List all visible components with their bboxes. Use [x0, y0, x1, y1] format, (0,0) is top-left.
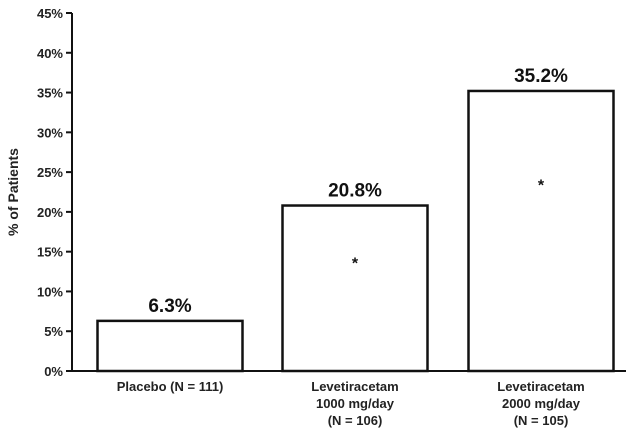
y-tick-label: 30% [37, 125, 63, 140]
bar [467, 89, 615, 373]
bar [281, 204, 429, 373]
data-label: 35.2% [514, 66, 568, 87]
y-tick-label: 5% [44, 324, 63, 339]
x-tick-label: Levetiracetam [497, 379, 584, 394]
data-label: 6.3% [148, 296, 191, 317]
data-labels: 6.3% 20.8% * 35.2% * [148, 66, 568, 317]
y-tick-label: 20% [37, 205, 63, 220]
significance-marker: * [352, 255, 359, 272]
x-tick-label: 1000 mg/day [316, 396, 395, 411]
y-tick-label: 15% [37, 245, 63, 260]
y-axis-ticks: 0% 5% 10% 15% 20% 25% 30% 35% 40% 45% [37, 6, 72, 379]
y-tick-label: 35% [37, 86, 63, 101]
y-tick-label: 40% [37, 46, 63, 61]
x-tick-label: 2000 mg/day [502, 396, 581, 411]
x-tick-label: (N = 106) [328, 413, 383, 428]
data-label: 20.8% [328, 181, 382, 202]
bar [96, 319, 244, 373]
y-tick-label: 45% [37, 6, 63, 21]
x-tick-label: (N = 105) [514, 413, 569, 428]
y-axis-label: % of Patients [5, 148, 21, 236]
category-labels: Placebo (N = 111) Levetiracetam 1000 mg/da… [117, 379, 585, 428]
significance-marker: * [538, 178, 545, 195]
bars [96, 89, 615, 373]
y-tick-label: 0% [44, 364, 63, 379]
y-tick-label: 10% [37, 284, 63, 299]
x-tick-label: Levetiracetam [311, 379, 398, 394]
y-tick-label: 25% [37, 165, 63, 180]
x-tick-label: Placebo (N = 111) [117, 379, 224, 394]
